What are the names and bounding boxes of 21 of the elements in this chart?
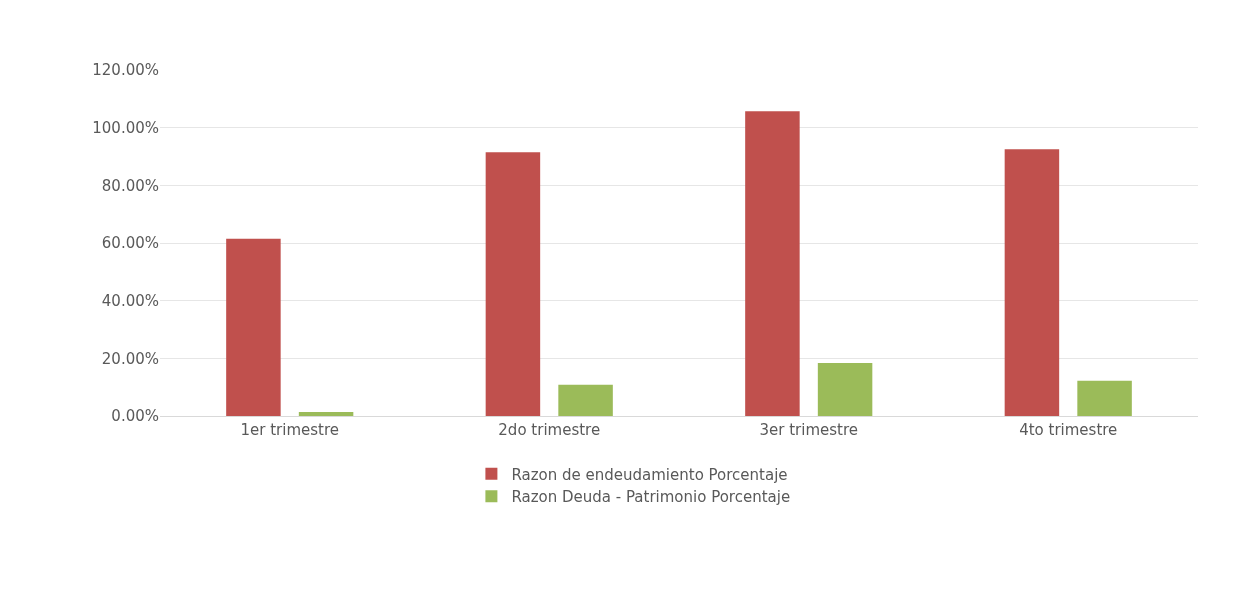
bar [1004,149,1060,416]
y-tick-label: 0.00% [111,407,159,426]
y-tick-label: 60.00% [101,234,159,253]
bar [298,411,354,416]
x-tick-label: 4to trimestre [1019,421,1118,439]
legend-label: Razon de endeudamiento Porcentaje [511,465,788,484]
bar [226,238,281,416]
y-tick-label: 120.00% [92,61,159,80]
bar [745,111,800,416]
x-tick-label: 3er trimestre [759,421,859,439]
legend-label: Razon Deuda - Patrimonio Porcentaje [511,488,791,507]
y-tick-label: 40.00% [101,291,159,310]
x-tick-label: 2do trimestre [498,421,601,439]
bar [817,362,873,416]
x-tick-label: 1er trimestre [240,421,340,439]
y-tick-label: 80.00% [101,176,159,195]
y-tick-label: 20.00% [101,349,159,368]
bar [1077,380,1132,416]
y-tick-label: 100.00% [92,118,159,137]
bar [485,152,541,416]
bar [558,384,613,416]
